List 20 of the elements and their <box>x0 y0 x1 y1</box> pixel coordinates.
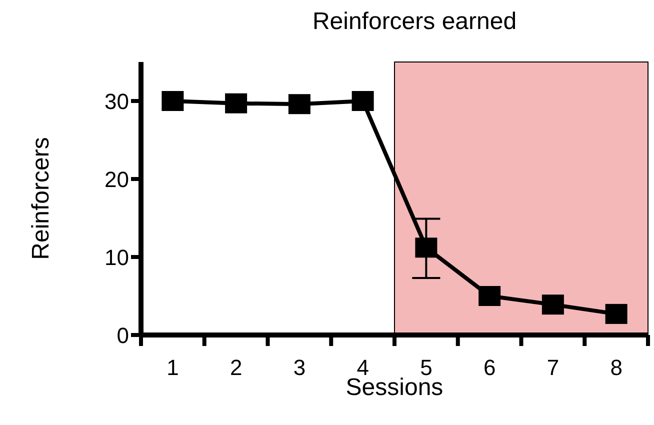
x-tick-label: 8 <box>610 355 622 380</box>
y-tick-label: 20 <box>104 166 129 192</box>
point <box>415 238 438 258</box>
y-tick-label: 30 <box>104 88 129 114</box>
y-axis-title: Reinforcers <box>28 137 55 260</box>
point <box>352 91 374 111</box>
x-tick-label: 1 <box>166 355 179 380</box>
point <box>542 294 564 315</box>
y-tick-label: 10 <box>104 244 129 270</box>
point <box>478 286 501 306</box>
point <box>288 94 310 114</box>
point <box>225 93 248 114</box>
y-tick-label: 0 <box>116 322 129 348</box>
x-tick-label: 2 <box>230 355 242 380</box>
x-tick-label: 7 <box>546 355 560 380</box>
x-tick-label: 3 <box>293 355 306 380</box>
chart-title: Reinforcers earned <box>311 8 518 36</box>
x-tick-label: 6 <box>483 355 496 380</box>
point <box>605 304 628 324</box>
point <box>162 91 184 111</box>
